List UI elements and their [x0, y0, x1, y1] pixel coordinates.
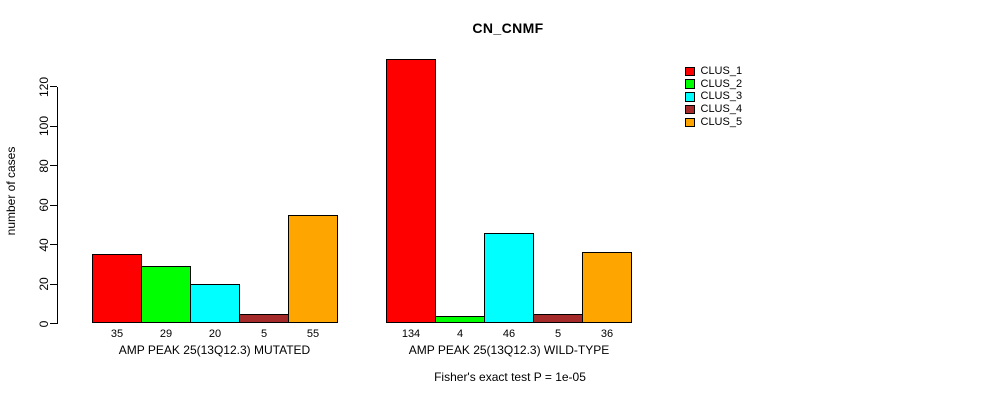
legend-item-clus_3: CLUS_3	[685, 91, 742, 104]
bar-clus_4-wild-type	[533, 313, 583, 324]
y-axis-tick-label: 0	[37, 320, 51, 327]
bar-value-label: 4	[456, 328, 464, 340]
bar-clus_1-wild-type	[386, 59, 436, 324]
legend-swatch-clus_3	[685, 92, 695, 102]
y-axis-tick-label: 60	[37, 198, 51, 212]
legend: CLUS_1 CLUS_2 CLUS_3 CLUS_4 CLUS_5	[685, 65, 742, 129]
bar-value-label: 29	[159, 328, 173, 340]
bar-clus_1-mutated	[92, 254, 142, 324]
bar-value-label: 5	[554, 328, 562, 340]
x-axis-category-label: AMP PEAK 25(13Q12.3) MUTATED	[118, 343, 311, 357]
legend-item-clus_5: CLUS_5	[685, 116, 742, 129]
annotation-fisher-test: Fisher's exact test P = 1e-05	[434, 370, 586, 384]
y-axis-title: number of cases	[4, 146, 18, 236]
y-axis-tick	[50, 165, 57, 167]
y-axis-tick-label: 100	[37, 116, 51, 137]
legend-label: CLUS_1	[700, 64, 743, 77]
bar-clus_4-mutated	[239, 313, 289, 324]
y-axis-tick	[50, 125, 57, 127]
bar-clus_3-mutated	[190, 284, 240, 324]
bar-value-label: 134	[401, 328, 421, 340]
bar-value-label: 55	[306, 328, 320, 340]
legend-item-clus_1: CLUS_1	[685, 65, 742, 78]
y-axis-tick	[50, 323, 57, 324]
y-axis-tick	[50, 244, 57, 246]
bar-value-label: 36	[600, 328, 614, 340]
y-axis-tick-label: 120	[37, 76, 51, 97]
legend-swatch-clus_2	[685, 79, 695, 89]
bar-value-label: 5	[260, 328, 268, 340]
bar-clus_2-wild-type	[435, 315, 485, 324]
y-axis-tick	[50, 204, 57, 206]
legend-swatch-clus_4	[685, 104, 695, 115]
legend-swatch-clus_1	[685, 66, 695, 77]
legend-label: CLUS_4	[700, 103, 743, 116]
y-axis-tick-label: 40	[37, 237, 51, 252]
x-axis-category-label: AMP PEAK 25(13Q12.3) WILD-TYPE	[408, 343, 610, 357]
bar-value-label: 35	[110, 328, 124, 340]
y-axis-tick-label: 80	[37, 158, 51, 173]
legend-swatch-clus_5	[685, 117, 695, 128]
bar-clus_3-wild-type	[484, 232, 534, 324]
bar-clus_5-mutated	[288, 214, 338, 324]
chart-title: CN_CNMF	[472, 20, 544, 36]
y-axis-tick	[50, 283, 57, 285]
y-axis-tick	[50, 86, 57, 88]
legend-item-clus_2: CLUS_2	[685, 78, 742, 91]
bar-value-label: 20	[208, 328, 222, 340]
y-axis-tick-label: 20	[37, 277, 51, 291]
legend-label: CLUS_3	[700, 90, 743, 103]
legend-item-clus_4: CLUS_4	[685, 103, 742, 116]
bar-value-label: 46	[502, 328, 516, 340]
bar-clus_2-mutated	[141, 266, 191, 324]
legend-label: CLUS_5	[700, 115, 743, 128]
legend-label: CLUS_2	[700, 77, 743, 90]
y-axis-line	[57, 86, 58, 324]
bar-clus_5-wild-type	[582, 252, 632, 324]
